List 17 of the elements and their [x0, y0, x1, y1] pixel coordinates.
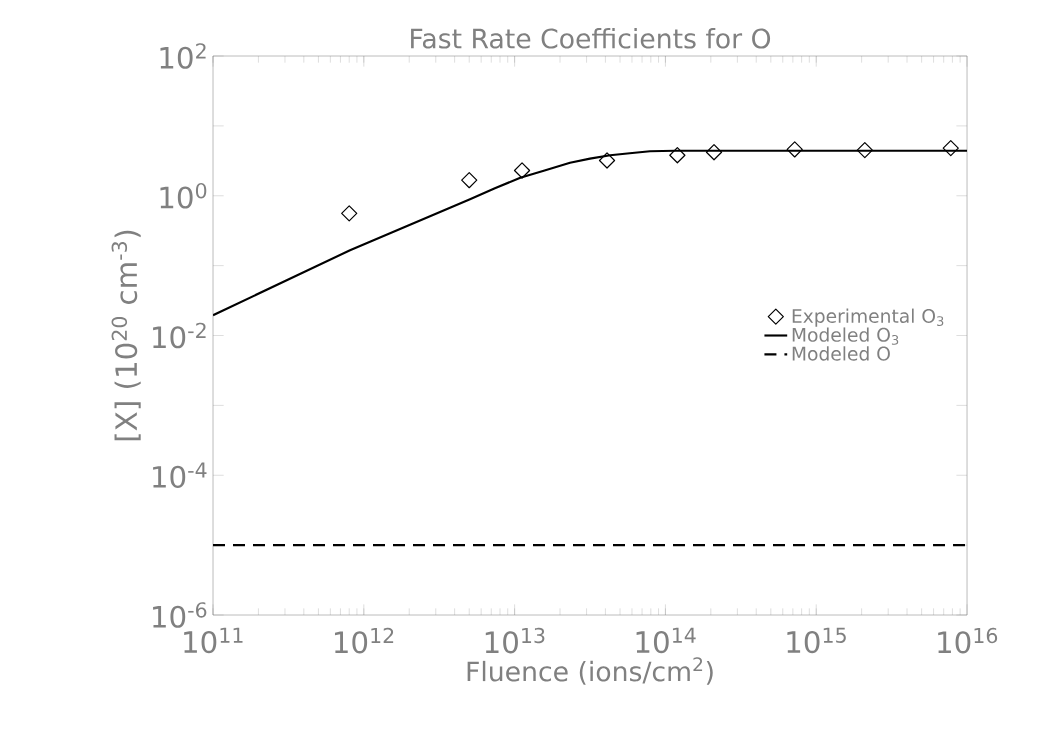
legend-label: Modeled O$_{3}$: [792, 327, 899, 345]
x-tick-label: 10$^{15}$: [787, 627, 846, 654]
y-tick-label: 10$^{0}$: [160, 182, 207, 209]
x-axis-title: Fluence (ions/cm$^{2}$): [467, 657, 713, 685]
chart-title: Fast Rate Coefficients for O: [411, 27, 771, 49]
x-tick-label: 10$^{16}$: [938, 627, 998, 654]
y-tick-label: 10$^{2}$: [160, 43, 206, 69]
y-tick-label: 10$^{-4}$: [153, 462, 207, 488]
x-tick-label: 10$^{12}$: [334, 627, 394, 654]
y-tick-label: 10$^{-2}$: [153, 322, 206, 349]
legend-label: Modeled O: [792, 346, 890, 361]
y-axis-title: [X] (10$^{20}$ cm$^{-3}$): [111, 230, 141, 441]
legend-label: Experimental O$_{3}$: [792, 308, 944, 327]
x-tick-label: 10$^{11}$: [184, 627, 243, 654]
x-tick-label: 10$^{13}$: [485, 627, 545, 654]
y-tick-label: 10$^{-6}$: [153, 602, 207, 628]
x-tick-label: 10$^{14}$: [636, 627, 696, 654]
